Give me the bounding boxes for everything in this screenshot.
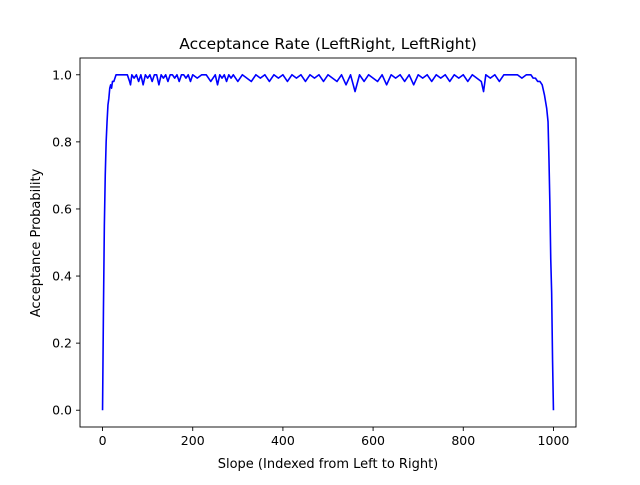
x-tick-label-2: 400 <box>271 433 295 448</box>
x-tick-label-1: 200 <box>181 433 205 448</box>
plot-area: 0 200 400 600 800 1000 0.0 0.2 0.4 0.6 0.8 1.0 <box>52 57 577 448</box>
x-tick-label-3: 600 <box>361 433 385 448</box>
chart-title: Acceptance Rate (LeftRight, LeftRight) <box>179 35 477 53</box>
x-tick-label-5: 1000 <box>538 433 570 448</box>
x-tick-label-0: 0 <box>99 433 107 448</box>
series-line-0 <box>101 73 555 411</box>
y-axis-label: Acceptance Probability <box>29 168 44 317</box>
y-tick-label-1: 0.2 <box>52 336 72 351</box>
y-tick-label-2: 0.4 <box>52 269 72 284</box>
y-tick-label-5: 1.0 <box>52 67 72 82</box>
y-tick-label-3: 0.6 <box>52 201 72 216</box>
x-axis-label: Slope (Indexed from Left to Right) <box>218 457 439 472</box>
plot-frame <box>79 57 577 428</box>
y-tick-label-0: 0.0 <box>52 403 72 418</box>
y-tick-label-4: 0.8 <box>52 134 72 149</box>
x-tick-label-4: 800 <box>451 433 475 448</box>
